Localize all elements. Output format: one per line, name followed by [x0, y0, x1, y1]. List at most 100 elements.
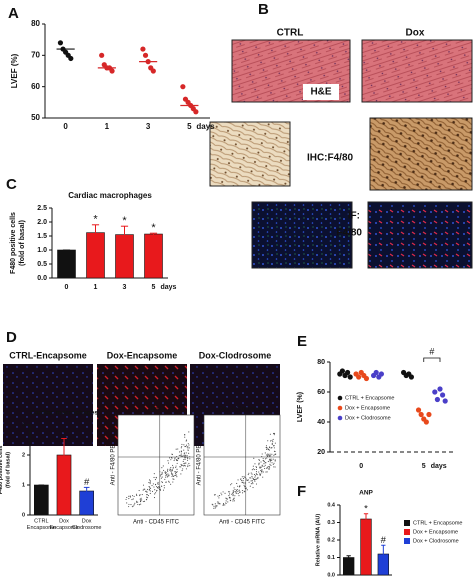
y-tick-label: 0 [22, 512, 25, 518]
flow-event [144, 500, 146, 502]
flow-event [125, 498, 127, 500]
flow-event [263, 460, 266, 462]
flow-event [175, 448, 177, 450]
flow-event [175, 459, 178, 461]
flow-event [159, 489, 161, 491]
flow-event [183, 453, 185, 455]
flow-event [132, 498, 134, 500]
flow-event [171, 453, 173, 455]
flow-event [224, 504, 226, 506]
flow-event [255, 471, 258, 473]
flow-event [180, 453, 182, 455]
flow-event [261, 456, 263, 458]
flow-event [167, 468, 169, 470]
flow-event [170, 470, 172, 472]
flow-event [166, 474, 168, 476]
flow-event [254, 463, 256, 465]
row-label: F4/80 [336, 228, 362, 239]
flow-event [185, 468, 187, 470]
flow-event [244, 486, 246, 488]
flow-event [131, 499, 133, 501]
flow-event [241, 481, 243, 484]
flow-event [267, 453, 269, 455]
flow-event [173, 475, 175, 477]
flow-event [269, 461, 271, 463]
flow-event [273, 447, 275, 449]
flow-event [146, 494, 148, 496]
flow-event [274, 432, 276, 435]
flow-event [185, 456, 187, 458]
flow-event [172, 478, 174, 480]
flow-event [140, 497, 142, 499]
flow-event [251, 475, 253, 477]
flow-event [170, 483, 172, 485]
flow-event [233, 500, 235, 502]
flow-event [273, 454, 275, 456]
flow-event [229, 493, 231, 495]
flow-event [187, 459, 189, 461]
flow-event [269, 455, 271, 457]
flow-event [242, 479, 244, 482]
flow-event [184, 458, 186, 460]
annotation: # [429, 346, 434, 356]
flow-event [161, 473, 163, 475]
x-axis-label: days [196, 122, 215, 131]
flow-event [232, 495, 234, 497]
flow-event [149, 492, 151, 495]
legend-label: Dox + Encapsome [345, 405, 390, 411]
flow-event [168, 481, 170, 483]
x-tick-label: 5 [152, 284, 156, 291]
flow-event [229, 499, 231, 501]
flow-event [139, 495, 141, 497]
y-tick-label: 0.0 [327, 572, 335, 578]
flow-event [240, 480, 243, 482]
flow-event [270, 447, 272, 449]
flow-event [237, 485, 239, 487]
flow-event [143, 488, 145, 490]
flow-event [148, 486, 150, 488]
flow-event [272, 432, 275, 435]
flow-event [236, 491, 238, 493]
flow-event [164, 471, 166, 473]
bar [34, 484, 49, 516]
flow-event [233, 487, 235, 489]
flow-event [169, 469, 171, 471]
flow-event [268, 465, 270, 467]
flow-event [170, 459, 172, 461]
flow-event [146, 491, 148, 493]
flow-event [188, 462, 190, 465]
flow-event [153, 486, 155, 488]
flow-event [167, 462, 170, 464]
flow-event [184, 436, 186, 438]
flow-event [253, 457, 255, 459]
image-title: Dox-Clodrosome [199, 350, 272, 360]
flow-event [241, 476, 243, 478]
flow-event [151, 490, 154, 492]
flow-event [161, 482, 163, 484]
flow-event [269, 467, 271, 469]
flow-event [258, 464, 260, 466]
flow-event [252, 468, 254, 470]
flow-event [128, 495, 130, 497]
point [437, 386, 443, 392]
flow-event [180, 451, 183, 453]
legend-marker [337, 415, 343, 421]
point [408, 374, 414, 380]
flow-event [258, 462, 260, 464]
y-axis-label: (fold of basal) [5, 452, 11, 488]
flow-event [251, 480, 253, 482]
point [440, 392, 446, 398]
flow-event [171, 475, 173, 478]
flow-event [274, 442, 276, 444]
flow-event [165, 472, 167, 474]
flow-event [174, 471, 176, 473]
panel-label: D [6, 329, 17, 346]
flow-event [266, 467, 268, 469]
legend-marker [337, 405, 343, 411]
flow-event [259, 466, 261, 468]
flow-event [161, 476, 163, 478]
y-tick-label: 1.0 [37, 247, 47, 254]
flow-event [141, 499, 143, 501]
flow-event [167, 473, 169, 475]
flow-event [265, 471, 267, 473]
